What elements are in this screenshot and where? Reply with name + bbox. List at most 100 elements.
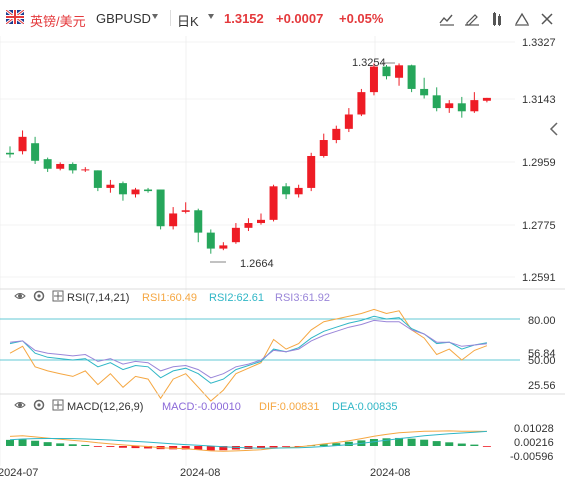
macd-histogram-bar <box>106 446 115 447</box>
candle-body <box>194 210 203 233</box>
low-price-label: 1.2664 <box>240 258 274 270</box>
candle-body <box>332 128 341 141</box>
macd-histogram-bar <box>118 446 127 448</box>
rsi-tick-50: 50.00 <box>528 355 556 367</box>
macd-hide-icon[interactable] <box>14 402 26 408</box>
rsi-title: RSI(7,14,21) <box>67 292 129 304</box>
rsi-lines <box>9 308 488 402</box>
candle-body <box>231 227 240 243</box>
macd-histogram-bar <box>6 439 14 446</box>
fullscreen-icon[interactable] <box>512 9 532 29</box>
macd-histogram-bar <box>319 444 328 446</box>
macd-expand-icon[interactable] <box>52 399 64 411</box>
macd-histogram-bar <box>269 446 278 448</box>
candle-body <box>118 183 127 195</box>
candle-body <box>43 159 52 169</box>
uk-flag-icon <box>6 10 24 24</box>
macd-histogram-bar <box>432 441 441 446</box>
macd-histogram-bar <box>407 438 416 446</box>
candle-body <box>31 143 40 161</box>
candle-body <box>420 88 429 96</box>
candle-body <box>407 65 416 89</box>
macd-settings-icon[interactable] <box>33 399 45 411</box>
candle-body <box>432 95 441 109</box>
candle-body <box>319 140 328 156</box>
candle-body <box>206 232 215 249</box>
chart-toolbar: 英镑/美元 GBPUSD 日K 1.3152 +0.0007 +0.05% <box>0 0 565 36</box>
indicator-toggle-icon[interactable] <box>437 9 457 29</box>
candle-body <box>219 245 228 249</box>
close-icon[interactable] <box>537 9 557 29</box>
macd-histogram-bar <box>81 444 90 446</box>
macd-axis: 0.01028 0.00216 -0.00596 <box>510 423 554 463</box>
rsi-reference-lines <box>0 318 520 361</box>
last-price: 1.3152 <box>224 11 264 26</box>
toolbar-divider <box>170 10 171 26</box>
price-change: +0.0007 <box>276 11 324 26</box>
rsi-tick-56: 56.84 <box>528 348 556 360</box>
candle-body <box>156 189 165 227</box>
rsi-legend: RSI(7,14,21) RSI1:60.49 RSI2:62.61 RSI3:… <box>14 290 330 304</box>
symbol-chevron-down-icon[interactable] <box>152 14 158 19</box>
rsi3-line <box>9 319 487 379</box>
time-axis: 2024-07 2024-08 2024-08 <box>0 467 410 479</box>
side-panel-expand-icon[interactable] <box>546 117 562 141</box>
rsi-settings-icon[interactable] <box>33 290 45 302</box>
time-tick-3: 2024-08 <box>370 467 410 479</box>
rsi3-label: RSI3:61.92 <box>275 292 330 304</box>
rsi2-label: RSI2:62.61 <box>209 292 264 304</box>
candle-body <box>244 223 253 228</box>
macd-tick-3: -0.00596 <box>510 451 553 463</box>
macd-histogram-bar <box>369 438 378 446</box>
time-tick-1: 2024-07 <box>0 467 38 479</box>
candle-body <box>18 136 27 152</box>
candle-body <box>470 100 479 112</box>
macd-histogram-bar <box>282 446 291 447</box>
price-tick-1: 1.3327 <box>522 37 556 49</box>
macd-tick-2: 0.00216 <box>514 437 554 449</box>
candle-body <box>81 169 90 171</box>
macd-histogram-bar <box>420 439 429 446</box>
rsi-axis: 80.00 56.84 50.00 25.56 <box>528 315 556 392</box>
macd-histogram-bar <box>169 446 178 450</box>
candle-body <box>307 155 316 188</box>
rsi1-line <box>9 308 488 402</box>
macd-legend: MACD(12,26,9) MACD:-0.00010 DIF:0.00831 … <box>14 399 397 413</box>
draw-tool-icon[interactable] <box>462 9 482 29</box>
macd-histogram-bar <box>206 446 215 451</box>
settings-icon[interactable] <box>487 9 507 29</box>
macd-histogram-bar <box>18 439 27 446</box>
chart-grid <box>0 36 515 466</box>
candle-body <box>369 66 378 93</box>
rsi2-line <box>9 315 487 384</box>
price-tick-5: 1.2591 <box>522 272 556 284</box>
candle-body <box>257 219 265 224</box>
candle-body <box>294 187 303 195</box>
macd-histogram-bar <box>56 443 65 446</box>
period-selector[interactable]: 日K <box>177 14 199 29</box>
candle-body <box>56 163 65 169</box>
candle-body <box>482 97 491 101</box>
price-tick-3: 1.2959 <box>522 157 556 169</box>
macd-histogram-bar <box>395 437 404 446</box>
macd-title: MACD(12,26,9) <box>67 401 143 413</box>
macd-histogram-bar <box>68 444 77 446</box>
candle-body <box>93 170 102 188</box>
macd-histogram-bar <box>332 443 341 446</box>
high-price-label: 1.3254 <box>352 57 386 69</box>
symbol-selector[interactable]: GBPUSD <box>96 11 151 26</box>
price-annotations: 1.3254 1.2664 <box>210 57 395 270</box>
price-tick-2: 1.3143 <box>522 94 556 106</box>
symbol-name-cn: 英镑/美元 <box>30 14 86 29</box>
candle-body <box>395 65 404 78</box>
macd-histogram-bar <box>470 444 479 446</box>
candle-body <box>169 213 178 227</box>
rsi-hide-icon[interactable] <box>14 293 26 299</box>
macd-histogram-bar <box>43 442 52 446</box>
macd-histogram-bar <box>457 443 466 446</box>
period-chevron-down-icon[interactable] <box>208 14 214 19</box>
macd-histogram-bar <box>482 446 491 447</box>
rsi-expand-icon[interactable] <box>52 290 64 302</box>
price-tick-4: 1.2775 <box>522 220 556 232</box>
